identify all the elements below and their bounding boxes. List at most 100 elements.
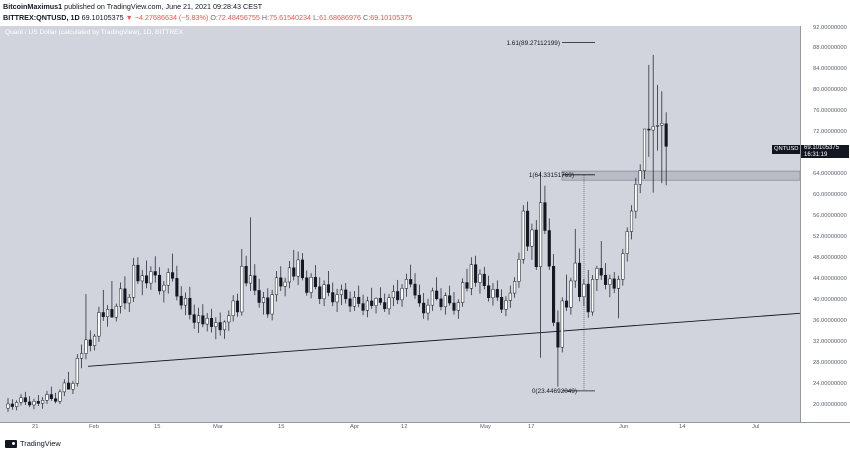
candle-bull[interactable] bbox=[629, 210, 634, 232]
candle-bull[interactable] bbox=[214, 322, 218, 327]
candle-bull[interactable] bbox=[443, 295, 447, 307]
candle-bull[interactable] bbox=[616, 279, 621, 289]
candle-bear[interactable] bbox=[318, 286, 322, 300]
candle-bull[interactable] bbox=[521, 210, 525, 260]
candle-bull[interactable] bbox=[205, 318, 209, 325]
candle-bull[interactable] bbox=[339, 289, 343, 295]
candle-bear[interactable] bbox=[344, 289, 348, 300]
candle-bull[interactable] bbox=[287, 267, 291, 283]
candle-bull[interactable] bbox=[270, 294, 274, 315]
candle-bull[interactable] bbox=[140, 275, 144, 282]
candle-bull[interactable] bbox=[248, 275, 253, 284]
candle-bear[interactable] bbox=[500, 296, 504, 310]
candle-bear[interactable] bbox=[448, 295, 452, 304]
candle-bear[interactable] bbox=[370, 300, 374, 306]
candle-bear[interactable] bbox=[326, 284, 330, 293]
candle-bull[interactable] bbox=[400, 288, 404, 301]
candle-bull[interactable] bbox=[41, 400, 45, 404]
candle-bear[interactable] bbox=[279, 277, 283, 287]
candle-bear[interactable] bbox=[526, 210, 530, 247]
candle-bear[interactable] bbox=[547, 230, 551, 267]
candle-bull[interactable] bbox=[183, 298, 188, 306]
candle-bear[interactable] bbox=[300, 259, 304, 279]
candle-bear[interactable] bbox=[578, 262, 582, 297]
candle-bear[interactable] bbox=[28, 401, 32, 406]
candle-bull[interactable] bbox=[166, 272, 170, 286]
candle-bull[interactable] bbox=[560, 300, 564, 348]
candle-bull[interactable] bbox=[97, 312, 101, 337]
candle-bull[interactable] bbox=[456, 302, 460, 311]
candle-bull[interactable] bbox=[582, 283, 586, 297]
time-axis[interactable]: 21 Feb 15 Mar 15 Apr 12 May 17 Jun 14 Ju… bbox=[0, 422, 801, 434]
candle-bull[interactable] bbox=[461, 282, 465, 303]
candlestick-chart[interactable]: 1.61(89.27112199) 1(64.33151769) 0(23.44… bbox=[0, 26, 800, 422]
candle-bear[interactable] bbox=[67, 382, 71, 390]
candle-bear[interactable] bbox=[495, 289, 499, 298]
candle-bull[interactable] bbox=[296, 259, 300, 277]
candle-bear[interactable] bbox=[49, 394, 53, 399]
candle-bull[interactable] bbox=[162, 284, 166, 292]
candle-bear[interactable] bbox=[396, 291, 400, 301]
author-name[interactable]: BitcoinMaximus1 bbox=[3, 2, 63, 11]
candle-bear[interactable] bbox=[413, 283, 417, 296]
candle-bull[interactable] bbox=[430, 290, 434, 306]
candle-bull[interactable] bbox=[6, 403, 10, 409]
candle-bull[interactable] bbox=[374, 298, 378, 306]
candle-bull[interactable] bbox=[655, 125, 660, 127]
candle-bear[interactable] bbox=[36, 401, 40, 404]
candle-bull[interactable] bbox=[62, 382, 66, 393]
candle-bear[interactable] bbox=[170, 272, 175, 279]
candle-bear[interactable] bbox=[543, 202, 547, 231]
candle-bear[interactable] bbox=[552, 265, 556, 323]
candle-bull[interactable] bbox=[149, 271, 153, 284]
support-zone[interactable] bbox=[561, 170, 800, 181]
candle-bull[interactable] bbox=[651, 126, 655, 131]
candle-bear[interactable] bbox=[305, 277, 309, 293]
ascending-trendline[interactable] bbox=[87, 312, 800, 367]
candle-bull[interactable] bbox=[569, 280, 573, 308]
candle-bull[interactable] bbox=[227, 315, 231, 323]
candle-bull[interactable] bbox=[513, 281, 517, 294]
candle-bear[interactable] bbox=[556, 322, 560, 348]
candle-bull[interactable] bbox=[127, 296, 131, 304]
candle-bull[interactable] bbox=[404, 279, 408, 289]
candle-bear[interactable] bbox=[586, 283, 590, 313]
candle-bear[interactable] bbox=[188, 298, 192, 315]
candle-bull[interactable] bbox=[309, 277, 313, 293]
candle-bull[interactable] bbox=[391, 291, 395, 299]
candle-bull[interactable] bbox=[32, 401, 36, 406]
candle-bear[interactable] bbox=[257, 290, 261, 303]
candle-bull[interactable] bbox=[625, 231, 629, 254]
candle-bear[interactable] bbox=[361, 303, 365, 311]
candle-bull[interactable] bbox=[539, 202, 543, 268]
candle-bull[interactable] bbox=[660, 123, 664, 126]
candle-bear[interactable] bbox=[357, 296, 361, 304]
candle-bull[interactable] bbox=[132, 264, 136, 298]
candle-bull[interactable] bbox=[508, 292, 512, 301]
candle-bull[interactable] bbox=[573, 262, 577, 282]
candle-bull[interactable] bbox=[530, 229, 534, 247]
candle-bull[interactable] bbox=[274, 277, 279, 295]
candle-bear[interactable] bbox=[292, 267, 296, 277]
candle-bear[interactable] bbox=[465, 282, 469, 289]
candle-bull[interactable] bbox=[261, 297, 266, 303]
candle-bear[interactable] bbox=[647, 128, 651, 131]
candle-bear[interactable] bbox=[10, 403, 14, 407]
candle-bear[interactable] bbox=[378, 298, 382, 303]
candle-bull[interactable] bbox=[365, 300, 369, 311]
candle-bull[interactable] bbox=[335, 294, 339, 303]
candle-bear[interactable] bbox=[158, 274, 162, 292]
candle-bull[interactable] bbox=[84, 339, 88, 354]
candle-bear[interactable] bbox=[452, 302, 456, 311]
candle-bull[interactable] bbox=[638, 170, 642, 185]
candle-bear[interactable] bbox=[348, 298, 352, 307]
candle-bear[interactable] bbox=[145, 275, 149, 284]
candle-bear[interactable] bbox=[136, 264, 140, 282]
candle-bear[interactable] bbox=[54, 398, 58, 402]
candle-bear[interactable] bbox=[253, 275, 257, 291]
candle-bull[interactable] bbox=[591, 279, 595, 313]
candle-bear[interactable] bbox=[266, 297, 270, 315]
candle-bull[interactable] bbox=[352, 296, 356, 307]
candle-bear[interactable] bbox=[313, 277, 317, 287]
candle-bear[interactable] bbox=[409, 279, 413, 285]
